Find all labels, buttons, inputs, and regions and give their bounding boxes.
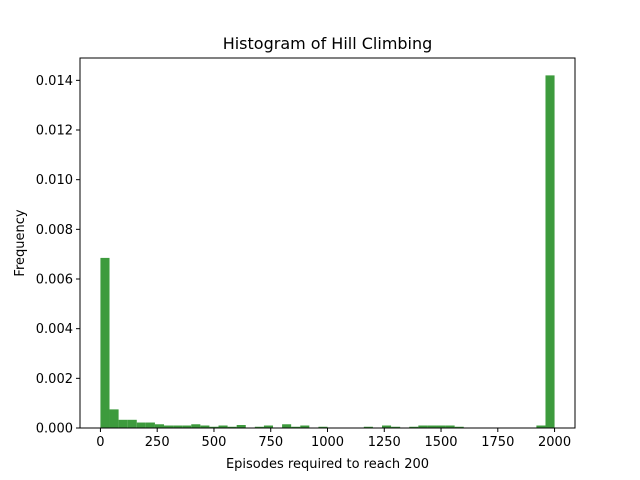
histogram-bar (100, 257, 110, 428)
histogram-bar (209, 426, 219, 428)
histogram-bar (363, 426, 373, 428)
histogram-bar (254, 426, 264, 428)
y-tick-label: 0.008 (36, 223, 73, 238)
histogram-bar (381, 425, 392, 428)
histogram-bar (173, 425, 183, 428)
histogram-bar (300, 425, 310, 428)
histogram-bar (109, 409, 119, 428)
x-tick-label: 0 (96, 435, 104, 450)
x-tick-label: 500 (202, 435, 227, 450)
x-tick-label: 750 (258, 435, 283, 450)
histogram-bar (200, 425, 210, 428)
histogram-bar (118, 419, 128, 428)
histogram-bar (436, 425, 446, 428)
x-ticks-group: 0 250 500 750 1000 1250 1500 1750 2000 (96, 428, 571, 450)
histogram-bar (227, 426, 237, 428)
y-tick-label: 0.012 (36, 124, 73, 139)
histogram-bar (236, 425, 246, 428)
y-tick-label: 0.000 (36, 422, 73, 437)
histogram-bar (427, 425, 437, 428)
axes-frame (79, 57, 576, 429)
histogram-bar (218, 425, 228, 428)
chart-title: Histogram of Hill Climbing (223, 34, 433, 53)
histogram-bar (454, 426, 464, 428)
histogram-bar (127, 419, 137, 428)
histogram-bar (154, 424, 165, 428)
x-tick-label: 250 (145, 435, 170, 450)
histogram-bar (282, 424, 292, 428)
histogram-bar (164, 425, 174, 428)
y-axis-label: Frequency (13, 209, 28, 276)
histogram-bar (409, 426, 419, 428)
x-tick-label: 1750 (481, 435, 514, 450)
x-tick-label: 1250 (368, 435, 401, 450)
y-ticks-group: 0.000 0.002 0.004 0.006 0.008 0.010 0.012 0.014 (36, 74, 80, 437)
bars-group (100, 75, 555, 428)
histogram-bar (136, 422, 146, 428)
y-tick-label: 0.010 (36, 173, 73, 188)
histogram-bar (445, 425, 455, 428)
histogram-bar (263, 425, 274, 428)
x-tick-label: 1000 (311, 435, 344, 450)
y-tick-label: 0.006 (36, 273, 73, 288)
histogram-bar (418, 425, 428, 428)
y-tick-label: 0.014 (36, 74, 73, 89)
x-tick-label: 2000 (538, 435, 571, 450)
y-tick-label: 0.002 (36, 372, 73, 387)
histogram-bar (536, 425, 546, 428)
histogram-bar (182, 425, 192, 428)
histogram-bar (291, 426, 301, 428)
histogram-bar (318, 426, 328, 428)
histogram-bar (545, 75, 555, 428)
histogram-bar (191, 424, 201, 428)
histogram-bar (391, 426, 401, 428)
x-tick-label: 1500 (424, 435, 457, 450)
y-tick-label: 0.004 (36, 322, 73, 337)
histogram-bar (145, 422, 155, 428)
x-axis-label: Episodes required to reach 200 (226, 457, 429, 472)
